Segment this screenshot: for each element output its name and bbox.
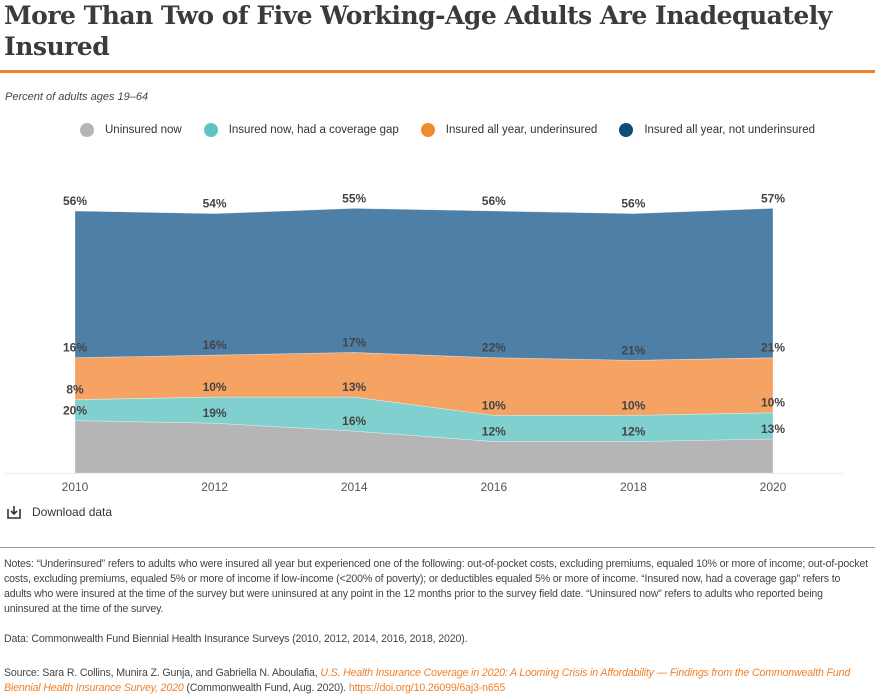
legend-item-not-underinsured[interactable]: Insured all year, not underinsured xyxy=(619,123,815,137)
legend-label: Insured now, had a coverage gap xyxy=(228,124,399,136)
data-label-not-underinsured: 56% xyxy=(482,194,506,208)
data-label-underinsured: 17% xyxy=(342,335,366,349)
legend-label: Uninsured now xyxy=(105,124,182,136)
data-label-not-underinsured: 56% xyxy=(621,197,645,211)
data-label-underinsured: 16% xyxy=(203,338,227,352)
data-label-underinsured: 16% xyxy=(63,341,87,355)
download-label: Download data xyxy=(32,505,113,519)
data-label-uninsured: 20% xyxy=(63,404,87,418)
chart-title: More Than Two of Five Working-Age Adults… xyxy=(4,1,832,61)
legend-label: Insured all year, underinsured xyxy=(445,124,598,136)
legend-swatch xyxy=(203,123,218,137)
x-tick-label: 2012 xyxy=(201,480,228,494)
title-rule xyxy=(0,70,875,73)
data-label-uninsured: 16% xyxy=(342,414,366,428)
legend-item-underinsured[interactable]: Insured all year, underinsured xyxy=(420,123,598,137)
report-title-link[interactable]: U.S. Health Insurance Coverage in 2020: … xyxy=(4,667,851,694)
x-tick-label: 2020 xyxy=(760,480,787,494)
data-label-uninsured: 13% xyxy=(761,422,785,436)
x-tick-label: 2018 xyxy=(620,480,647,494)
data-label-not-underinsured: 54% xyxy=(203,197,227,211)
data-label-not-underinsured: 57% xyxy=(761,191,785,205)
legend-swatch xyxy=(619,123,634,137)
source-citation: Source: Sara R. Collins, Munira Z. Gunja… xyxy=(4,666,870,696)
legend-item-uninsured[interactable]: Uninsured now xyxy=(80,123,182,137)
doi-link[interactable]: https://doi.org/10.26099/6aj3-n655 xyxy=(348,682,506,694)
x-tick-label: 2010 xyxy=(62,480,89,494)
notes-divider xyxy=(0,547,875,548)
stacked-area-chart: 20% 19% 16% 12% 12% 13% 8% 10% 13% 10% 10% 10% 16% 16… xyxy=(5,191,843,494)
download-data-button[interactable]: Download data xyxy=(6,504,112,520)
data-label-coverage-gap: 8% xyxy=(66,383,84,397)
data-label-not-underinsured: 56% xyxy=(63,194,87,208)
data-label-coverage-gap: 10% xyxy=(482,398,506,412)
area-not-underinsured xyxy=(74,208,774,361)
data-label-not-underinsured: 55% xyxy=(342,191,366,205)
data-label-underinsured: 21% xyxy=(761,341,785,355)
data-label-coverage-gap: 10% xyxy=(761,396,785,410)
data-source-note: Data: Commonwealth Fund Biennial Health … xyxy=(4,633,468,645)
legend: Uninsured now Insured now, had a coverag… xyxy=(80,123,837,137)
download-icon xyxy=(7,506,21,519)
x-tick-label: 2016 xyxy=(480,480,507,494)
data-label-uninsured: 12% xyxy=(621,425,645,439)
data-label-underinsured: 21% xyxy=(621,343,645,357)
legend-swatch xyxy=(420,123,435,137)
data-label-underinsured: 22% xyxy=(482,341,506,355)
data-label-coverage-gap: 10% xyxy=(203,380,227,394)
data-label-uninsured: 19% xyxy=(203,406,227,420)
source-prefix: Source: Sara R. Collins, Munira Z. Gunja… xyxy=(4,667,321,679)
source-publisher: (Commonwealth Fund, Aug. 2020). xyxy=(183,682,349,694)
data-label-uninsured: 12% xyxy=(482,425,506,439)
data-label-coverage-gap: 13% xyxy=(342,380,366,394)
x-tick-label: 2014 xyxy=(341,480,368,494)
legend-label: Insured all year, not underinsured xyxy=(644,124,816,136)
notes: Notes: “Underinsured” refers to adults w… xyxy=(4,558,868,615)
legend-swatch xyxy=(80,123,94,137)
legend-item-coverage-gap[interactable]: Insured now, had a coverage gap xyxy=(203,123,399,137)
data-label-coverage-gap: 10% xyxy=(621,398,645,412)
chart-subtitle: Percent of adults ages 19–64 xyxy=(5,91,149,103)
